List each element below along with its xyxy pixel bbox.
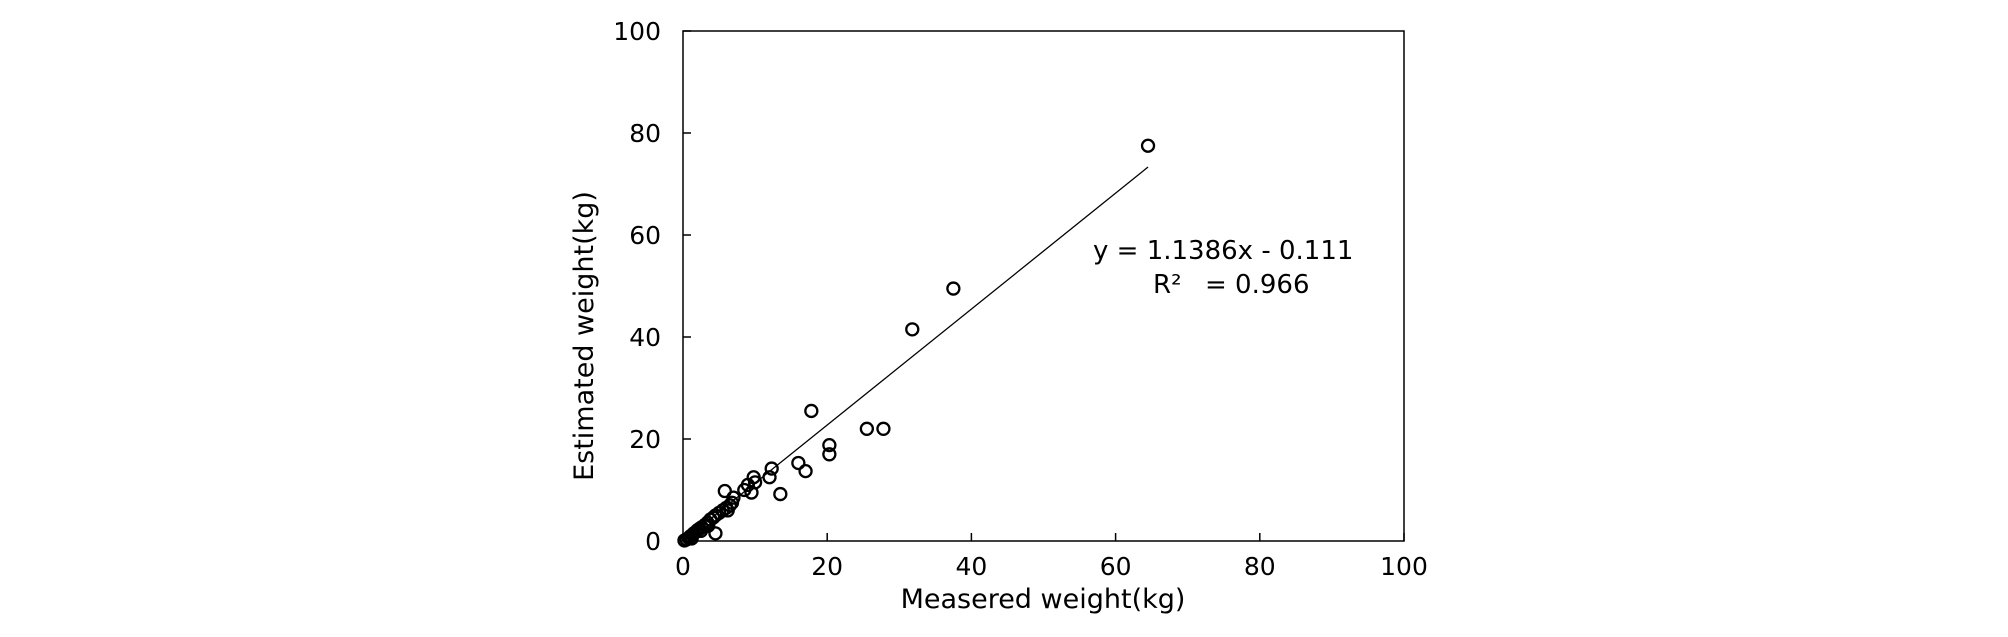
data-points	[677, 138, 1156, 548]
data-point	[905, 322, 920, 337]
r-squared-value: = 0.966	[1205, 270, 1309, 300]
data-point	[708, 526, 723, 541]
data-point	[720, 503, 735, 518]
y-tick-label: 80	[629, 119, 661, 148]
data-point	[762, 470, 777, 485]
data-point	[773, 486, 788, 502]
y-tick-label: 60	[629, 221, 661, 250]
data-point	[1140, 138, 1156, 153]
data-point	[747, 475, 763, 490]
data-point	[693, 523, 709, 538]
y-tick-label: 100	[613, 17, 661, 46]
x-axis-title: Measered weight(kg)	[901, 584, 1186, 615]
data-point	[764, 461, 779, 476]
data-point	[684, 531, 699, 546]
plot-frame	[682, 30, 1405, 542]
data-point	[791, 455, 806, 471]
y-tick-label: 20	[629, 425, 661, 454]
x-axis-tick-labels: 0 20 40 60 80 100	[675, 552, 1428, 581]
x-tick-label: 20	[811, 552, 843, 581]
x-tick-label: 60	[1100, 552, 1132, 581]
data-point	[822, 437, 837, 453]
data-point	[946, 281, 961, 296]
trendline-equation: y = 1.1386x - 0.111	[1093, 236, 1353, 266]
x-tick-label: 0	[675, 552, 691, 581]
data-point	[859, 421, 875, 436]
data-point	[717, 483, 732, 499]
y-axis-title: Estimated weight(kg)	[569, 191, 600, 481]
data-point	[804, 403, 819, 419]
r-squared-label: R²	[1153, 270, 1182, 300]
x-tick-label: 100	[1380, 552, 1428, 581]
y-axis-tick-labels: 0 20 40 60 80 100	[613, 17, 661, 556]
data-point	[876, 421, 891, 436]
y-tick-label: 0	[645, 527, 661, 556]
y-tick-label: 40	[629, 323, 661, 352]
data-point	[822, 447, 837, 462]
x-axis-ticks	[682, 533, 1405, 541]
data-point	[798, 463, 813, 479]
y-axis-ticks	[683, 30, 691, 542]
x-tick-label: 40	[955, 552, 987, 581]
x-tick-label: 80	[1244, 552, 1276, 581]
